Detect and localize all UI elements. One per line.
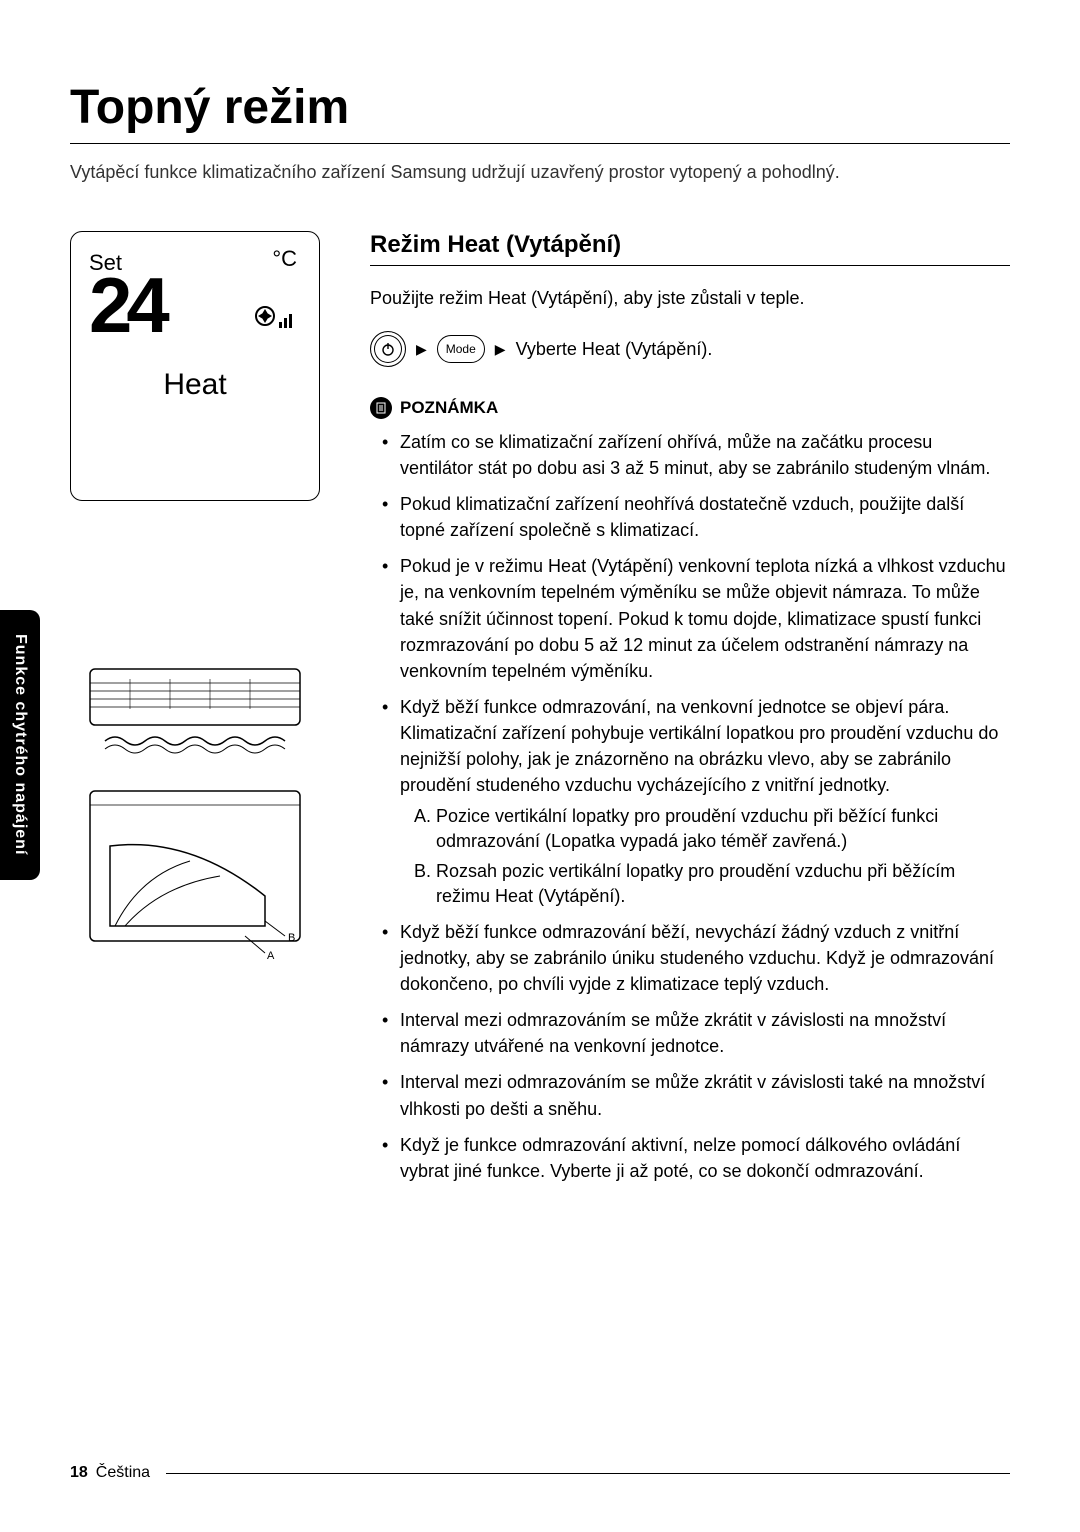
mode-button-icon: Mode <box>437 335 485 363</box>
note-item: Pokud klimatizační zařízení neohřívá dos… <box>382 491 1010 543</box>
note-item: Když běží funkce odmrazování běží, nevyc… <box>382 919 1010 997</box>
note-item: Když běží funkce odmrazování, na venkovn… <box>382 694 1010 909</box>
intro-text: Vytápěcí funkce klimatizačního zařízení … <box>70 162 1010 183</box>
display-panel: Set °C 24 Heat <box>70 231 320 501</box>
mode-label: Heat <box>89 368 301 402</box>
note-icon <box>370 397 392 419</box>
language-label: Čeština <box>96 1464 150 1482</box>
side-tab: Funkce chytrého napájení <box>0 610 40 880</box>
temp-unit: °C <box>272 246 297 272</box>
side-tab-label: Funkce chytrého napájení <box>11 634 29 855</box>
section-heading: Režim Heat (Vytápění) <box>370 231 1010 266</box>
page-footer: 18 Čeština <box>70 1464 1010 1482</box>
arrow-icon: ▶ <box>495 341 506 358</box>
fan-icon <box>253 302 297 341</box>
note-title: POZNÁMKA <box>400 398 498 418</box>
page-number: 18 <box>70 1464 88 1482</box>
note-item: Když je funkce odmrazování aktivní, nelz… <box>382 1132 1010 1184</box>
note-subitem: B.Rozsah pozic vertikální lopatky pro pr… <box>414 859 1010 909</box>
diagram-label-b: B <box>288 932 295 944</box>
power-icon <box>370 331 406 367</box>
note-item: Zatím co se klimatizační zařízení ohřívá… <box>382 429 1010 481</box>
note-item: Interval mezi odmrazováním se může zkrát… <box>382 1007 1010 1059</box>
section-desc: Použijte režim Heat (Vytápění), aby jste… <box>370 288 1010 309</box>
button-sequence: ▶ Mode ▶ Vyberte Heat (Vytápění). <box>370 331 1010 367</box>
footer-divider <box>166 1473 1010 1474</box>
arrow-icon: ▶ <box>416 341 427 358</box>
note-subitem: A.Pozice vertikální lopatky pro proudění… <box>414 804 1010 854</box>
step-text: Vyberte Heat (Vytápění). <box>516 339 713 360</box>
note-list: Zatím co se klimatizační zařízení ohřívá… <box>370 429 1010 1184</box>
note-item: Interval mezi odmrazováním se může zkrát… <box>382 1069 1010 1121</box>
title-divider <box>70 143 1010 144</box>
wall-unit-diagram: B A <box>70 661 320 971</box>
note-item: Pokud je v režimu Heat (Vytápění) venkov… <box>382 553 1010 683</box>
page-title: Topný režim <box>70 80 1010 135</box>
diagram-label-a: A <box>267 950 275 962</box>
